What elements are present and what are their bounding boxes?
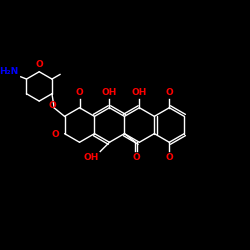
Text: O: O (48, 102, 56, 110)
Text: O: O (76, 88, 84, 97)
Text: O: O (52, 130, 60, 139)
Text: H₂N: H₂N (0, 66, 18, 76)
Text: O: O (35, 60, 43, 69)
Text: O: O (166, 153, 173, 162)
Text: OH: OH (102, 88, 117, 97)
Text: O: O (166, 88, 173, 97)
Text: O: O (133, 153, 140, 162)
Text: OH: OH (84, 153, 99, 162)
Text: OH: OH (132, 88, 147, 97)
